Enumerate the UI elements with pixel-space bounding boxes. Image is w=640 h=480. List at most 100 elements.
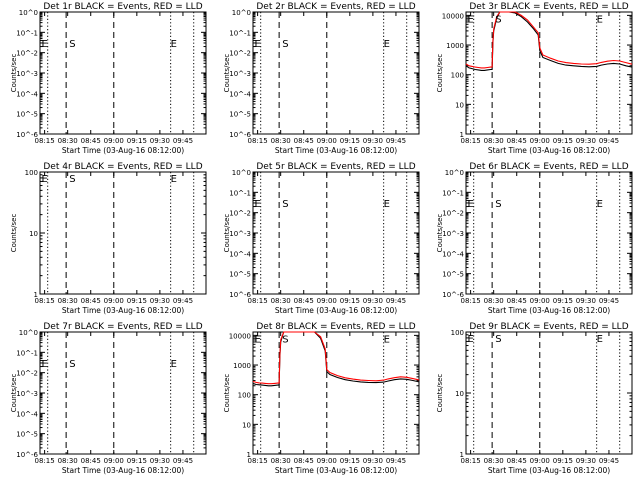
y-tick-label: 1 bbox=[460, 131, 464, 139]
x-tick-label: 09:45 bbox=[599, 457, 619, 465]
x-tick-label: 09:00 bbox=[104, 137, 124, 145]
y-tick-label: 10^-3 bbox=[229, 70, 251, 78]
y-axis-label: Counts/sec bbox=[10, 374, 18, 413]
y-tick-label: 10 bbox=[29, 230, 38, 238]
panel-title: Det 8r BLACK = Events, RED = LLD bbox=[256, 322, 415, 332]
x-tick-label: 09:30 bbox=[363, 137, 383, 145]
x-tick-label: 09:00 bbox=[530, 137, 550, 145]
x-axis-label: Start Time (03-Aug-16 08:12:00) bbox=[62, 466, 184, 475]
y-tick-label: 100 bbox=[451, 329, 464, 337]
y-tick-label: 1 bbox=[460, 451, 464, 459]
x-tick-label: 08:45 bbox=[81, 457, 101, 465]
x-tick-label: 08:15 bbox=[35, 137, 55, 145]
plot-frame bbox=[252, 171, 420, 295]
x-tick-label: 09:00 bbox=[530, 297, 550, 305]
x-tick-label: 08:15 bbox=[248, 137, 268, 145]
event-marker-label: E bbox=[384, 199, 390, 210]
panel-title: Det 7r BLACK = Events, RED = LLD bbox=[43, 322, 202, 332]
panel-det-1: Det 1r BLACK = Events, RED = LLD Counts/s… bbox=[10, 2, 207, 155]
panel-title: Det 6r BLACK = Events, RED = LLD bbox=[469, 162, 628, 172]
y-tick-label: 10^-6 bbox=[442, 291, 464, 299]
x-axis-label: Start Time (03-Aug-16 08:12:00) bbox=[62, 306, 184, 315]
y-tick-label: 1 bbox=[247, 451, 251, 459]
plot-frame bbox=[39, 11, 207, 135]
x-tick-label: 08:30 bbox=[484, 297, 504, 305]
x-tick-label: 09:30 bbox=[150, 137, 170, 145]
event-marker-label: S bbox=[495, 199, 501, 210]
y-tick-label: 10^-6 bbox=[16, 131, 38, 139]
x-tick-label: 08:45 bbox=[294, 137, 314, 145]
x-tick-label: 09:15 bbox=[553, 297, 573, 305]
x-tick-label: 09:45 bbox=[386, 297, 406, 305]
panel-det-4: Det 4r BLACK = Events, RED = LLD Counts/s… bbox=[10, 162, 207, 315]
y-tick-label: 10^-1 bbox=[229, 29, 251, 37]
panel-title: Det 9r BLACK = Events, RED = LLD bbox=[469, 322, 628, 332]
x-tick-label: 09:30 bbox=[363, 297, 383, 305]
x-tick-label: 08:30 bbox=[58, 137, 78, 145]
y-tick-label: 10 bbox=[242, 421, 251, 429]
y-tick-label: 10^-4 bbox=[229, 250, 251, 258]
x-tick-label: 08:30 bbox=[58, 457, 78, 465]
y-axis-label: Counts/sec bbox=[10, 54, 18, 93]
x-tick-label: 09:45 bbox=[599, 137, 619, 145]
y-tick-label: 10^0 bbox=[19, 329, 38, 337]
x-axis-label: Start Time (03-Aug-16 08:12:00) bbox=[275, 466, 397, 475]
x-axis-label: Start Time (03-Aug-16 08:12:00) bbox=[62, 146, 184, 155]
y-tick-label: 10^-3 bbox=[16, 70, 38, 78]
plot-frame bbox=[465, 171, 633, 295]
y-tick-label: 10^-4 bbox=[16, 90, 38, 98]
x-axis-label: Start Time (03-Aug-16 08:12:00) bbox=[275, 146, 397, 155]
y-tick-label: 10^0 bbox=[445, 169, 464, 177]
y-tick-label: 10^-6 bbox=[16, 451, 38, 459]
x-axis-label: Start Time (03-Aug-16 08:12:00) bbox=[488, 306, 610, 315]
x-tick-label: 09:15 bbox=[127, 297, 147, 305]
event-marker-label: S bbox=[282, 199, 288, 210]
x-tick-label: 08:45 bbox=[507, 297, 527, 305]
panel-title: Det 1r BLACK = Events, RED = LLD bbox=[43, 2, 202, 12]
x-tick-label: 09:30 bbox=[576, 137, 596, 145]
plot-frame bbox=[39, 331, 207, 455]
y-tick-label: 10^-5 bbox=[229, 271, 251, 279]
y-tick-label: 10^-5 bbox=[442, 271, 464, 279]
y-tick-label: 100 bbox=[25, 169, 38, 177]
x-tick-label: 09:45 bbox=[386, 457, 406, 465]
y-tick-label: 10^0 bbox=[232, 9, 251, 17]
x-tick-label: 08:45 bbox=[294, 297, 314, 305]
x-tick-label: 08:15 bbox=[248, 297, 268, 305]
x-tick-label: 09:15 bbox=[127, 137, 147, 145]
event-marker-label: E bbox=[255, 199, 261, 210]
x-tick-label: 09:15 bbox=[340, 137, 360, 145]
x-tick-label: 08:45 bbox=[81, 297, 101, 305]
x-tick-label: 08:45 bbox=[507, 137, 527, 145]
x-tick-label: 08:30 bbox=[58, 297, 78, 305]
panel-title: Det 3r BLACK = Events, RED = LLD bbox=[469, 2, 628, 12]
x-tick-label: 09:15 bbox=[340, 457, 360, 465]
panel-title: Det 4r BLACK = Events, RED = LLD bbox=[43, 162, 202, 172]
x-tick-label: 09:00 bbox=[104, 297, 124, 305]
y-tick-label: 1000 bbox=[233, 362, 251, 370]
event-marker-label: S bbox=[282, 39, 288, 50]
y-tick-label: 10^-6 bbox=[229, 131, 251, 139]
panel-det-3: Det 3r BLACK = Events, RED = LLD Counts/s… bbox=[436, 2, 633, 155]
x-tick-label: 09:45 bbox=[173, 297, 193, 305]
x-tick-label: 09:15 bbox=[340, 297, 360, 305]
event-marker-label: E bbox=[468, 334, 474, 345]
event-marker-label: S bbox=[69, 39, 75, 50]
x-tick-label: 09:30 bbox=[363, 457, 383, 465]
x-tick-label: 08:30 bbox=[271, 137, 291, 145]
panel-det-8: Det 8r BLACK = Events, RED = LLD Counts/s… bbox=[223, 322, 420, 475]
y-tick-label: 10 bbox=[455, 390, 464, 398]
event-marker-label: E bbox=[468, 199, 474, 210]
y-tick-label: 10^-5 bbox=[16, 431, 38, 439]
x-tick-label: 09:30 bbox=[576, 457, 596, 465]
y-tick-label: 10^-4 bbox=[16, 410, 38, 418]
panel-title: Det 5r BLACK = Events, RED = LLD bbox=[256, 162, 415, 172]
y-tick-label: 10^-3 bbox=[16, 390, 38, 398]
event-marker-label: E bbox=[171, 174, 177, 185]
event-marker-label: S bbox=[495, 14, 501, 25]
x-tick-label: 08:15 bbox=[461, 137, 481, 145]
x-tick-label: 09:30 bbox=[150, 457, 170, 465]
x-tick-label: 08:15 bbox=[461, 457, 481, 465]
x-tick-label: 08:30 bbox=[271, 297, 291, 305]
event-marker-label: E bbox=[384, 334, 390, 345]
